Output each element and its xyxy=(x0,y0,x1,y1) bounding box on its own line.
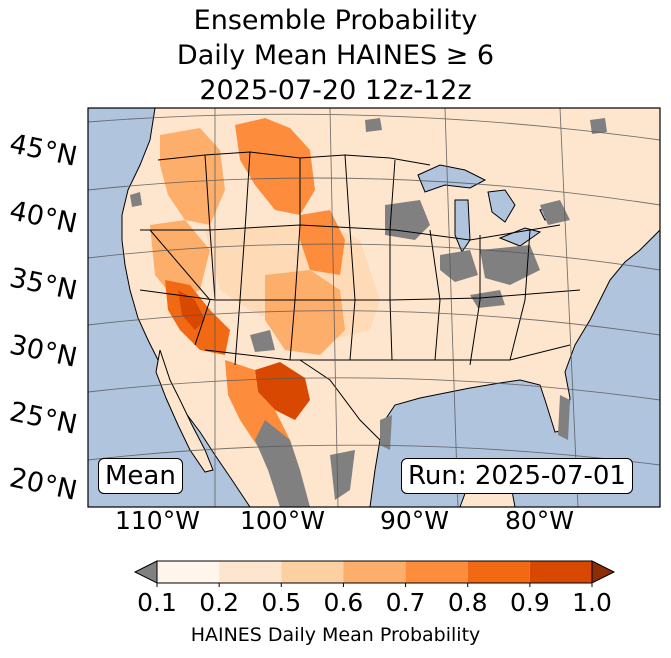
lon-label-100: 100°W xyxy=(240,506,325,535)
colorbar-tick-label: 1.0 xyxy=(572,588,612,617)
stat-box: Mean xyxy=(98,458,183,494)
colorbar-tick-label: 0.7 xyxy=(385,588,426,617)
colorbar-cell xyxy=(529,561,592,583)
colorbar-tick-label: 0.5 xyxy=(261,588,302,617)
colorbar-cell xyxy=(219,561,282,583)
region-pacific-nw xyxy=(160,128,225,225)
state-borders xyxy=(139,151,581,441)
lon-label-90: 90°W xyxy=(380,506,450,535)
region-northern-rockies xyxy=(235,118,315,215)
region-big-bend xyxy=(255,362,310,420)
colorbar-tick-label: 0.8 xyxy=(447,588,488,617)
colorbar-cell xyxy=(405,561,468,583)
map-canvas xyxy=(87,107,661,508)
colorbar-under-arrow xyxy=(133,560,158,584)
baja-peninsula xyxy=(155,349,214,473)
colorbar-tick-label: 0.6 xyxy=(323,588,364,617)
region-new-mexico xyxy=(265,270,345,355)
title-line-3: 2025-07-20 12z-12z xyxy=(199,75,472,106)
graticule xyxy=(88,108,660,507)
title-line-2: Daily Mean HAINES ≥ 6 xyxy=(176,40,495,71)
colorbar-label: HAINES Daily Mean Probability xyxy=(190,624,481,646)
below-threshold-patches xyxy=(130,118,607,507)
colorbar-cell xyxy=(343,561,406,583)
region-colorado xyxy=(300,210,345,275)
colorbar-over-arrow xyxy=(591,560,616,584)
colorbar-cell xyxy=(157,561,220,583)
colorbar-tick-label: 0.9 xyxy=(509,588,550,617)
lon-label-80: 80°W xyxy=(505,506,575,535)
colorbar-cell xyxy=(281,561,344,583)
run-box: Run: 2025-07-01 xyxy=(401,458,633,494)
colorbar-cell xyxy=(467,561,530,583)
region-arizona-peak xyxy=(178,290,205,330)
colorbar-frame xyxy=(156,560,593,584)
lon-label-110: 110°W xyxy=(115,506,200,535)
colorbar-tick-label: 0.2 xyxy=(199,588,240,617)
colorbar-tick-label: 0.1 xyxy=(137,588,177,617)
title-line-1: Ensemble Probability xyxy=(193,5,478,36)
